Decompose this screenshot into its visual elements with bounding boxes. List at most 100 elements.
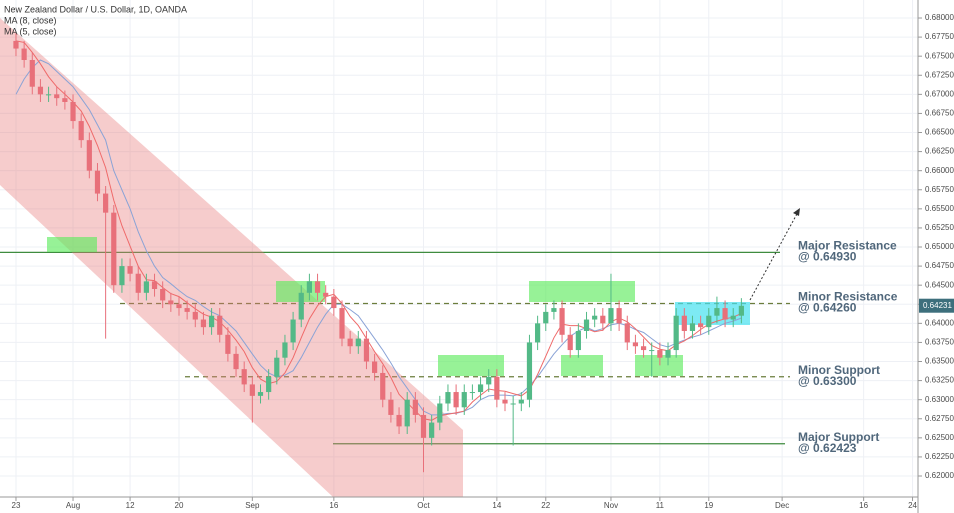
x-tick-label: 24 [908,501,917,510]
candle-body [689,323,696,331]
candle-body [640,346,647,351]
candle-body [592,315,598,320]
candle-body [396,414,402,427]
candle-body [355,338,361,347]
candle-body [437,403,443,423]
candle-body [94,170,101,194]
candle-body [119,266,125,286]
x-tick-label: 11 [656,501,665,510]
candle-body [363,338,370,362]
y-tick-label: 0.66250 [925,147,954,156]
x-tick-label: 12 [126,501,135,510]
level-label: @ 0.64260 [798,301,857,315]
y-tick-label: 0.68000 [925,13,954,22]
candle-body [135,273,141,293]
y-tick-label: 0.65000 [925,242,954,251]
candle-body [86,140,92,171]
y-tick-label: 0.65500 [925,204,954,213]
candle-body [103,193,109,213]
candle-body [445,392,451,404]
y-tick-label: 0.66750 [925,109,954,118]
candle-body [412,399,418,415]
candle-body [698,323,704,328]
zone [635,355,683,376]
candle-body [665,350,671,358]
y-tick-label: 0.63000 [925,395,954,404]
y-tick-label: 0.63500 [925,357,954,366]
candle-body [380,372,386,400]
zone [561,355,603,376]
candle-body [282,342,288,358]
candle-body [486,376,492,385]
y-tick-label: 0.67250 [925,70,954,79]
candle-body [78,121,84,141]
x-tick-label: 23 [12,501,21,510]
y-tick-label: 0.67000 [925,89,954,98]
candle-body [306,281,312,293]
down-channel [0,18,463,497]
candle-body [632,342,639,347]
y-tick-label: 0.65750 [925,185,954,194]
chart-title: New Zealand Dollar / U.S. Dollar, 1D, OA… [4,4,187,14]
candle-body [160,288,166,301]
candle-body [314,281,321,293]
candle-body [13,40,19,49]
zone [47,237,97,252]
level-name: Minor Support [798,363,880,377]
candle-body [518,399,524,404]
legend-entry: MA (8, close) [4,15,57,25]
candle-body [339,308,345,339]
candle-body [143,281,149,293]
x-tick-label: 19 [704,501,713,510]
candle-body [241,369,247,385]
candle-body [730,315,736,320]
y-tick-label: 0.67500 [925,51,954,60]
y-tick-label: 0.67750 [925,32,954,41]
zones [47,237,683,376]
candle-body [257,392,264,396]
candle-body [714,308,720,316]
candle-body [347,338,353,347]
x-tick-label: Dec [775,501,789,510]
candle-body [420,414,427,438]
level-label: @ 0.62423 [798,441,857,455]
candle-body [372,361,378,373]
candle-body [543,311,549,324]
grid [0,0,918,497]
zone [529,281,635,302]
candle-body [722,308,728,320]
candle-body [70,101,76,122]
candle-body [477,384,484,393]
candle-body [469,392,476,394]
x-tick-label: 16 [329,501,338,510]
x-tick-label: Aug [66,501,80,510]
y-tick-label: 0.66500 [925,128,954,137]
candle-body [176,304,182,309]
candle-body [168,300,174,305]
y-tick-label: 0.65250 [925,223,954,232]
candle-body [494,376,500,400]
x-tick-label: Oct [417,501,430,510]
candle-body [274,357,280,377]
y-tick-label: 0.62750 [925,414,954,423]
candle-body [249,384,255,396]
candle-body [567,334,573,351]
candle-body [54,94,60,99]
candle-body [388,399,394,415]
candle-body [738,305,744,316]
y-tick-label: 0.63750 [925,338,954,347]
y-tick-label: 0.64500 [925,280,954,289]
candle-body [535,323,541,343]
projection-arrow [749,211,799,301]
candle-body [200,319,207,328]
candle-body [600,315,606,324]
candle-body [608,308,614,324]
candle-body [681,315,687,331]
candle-body [583,319,590,331]
candle-body [127,266,133,274]
level-name: Major Support [798,430,879,444]
y-tick-label: 0.63250 [925,376,954,385]
candle-body [290,319,296,343]
